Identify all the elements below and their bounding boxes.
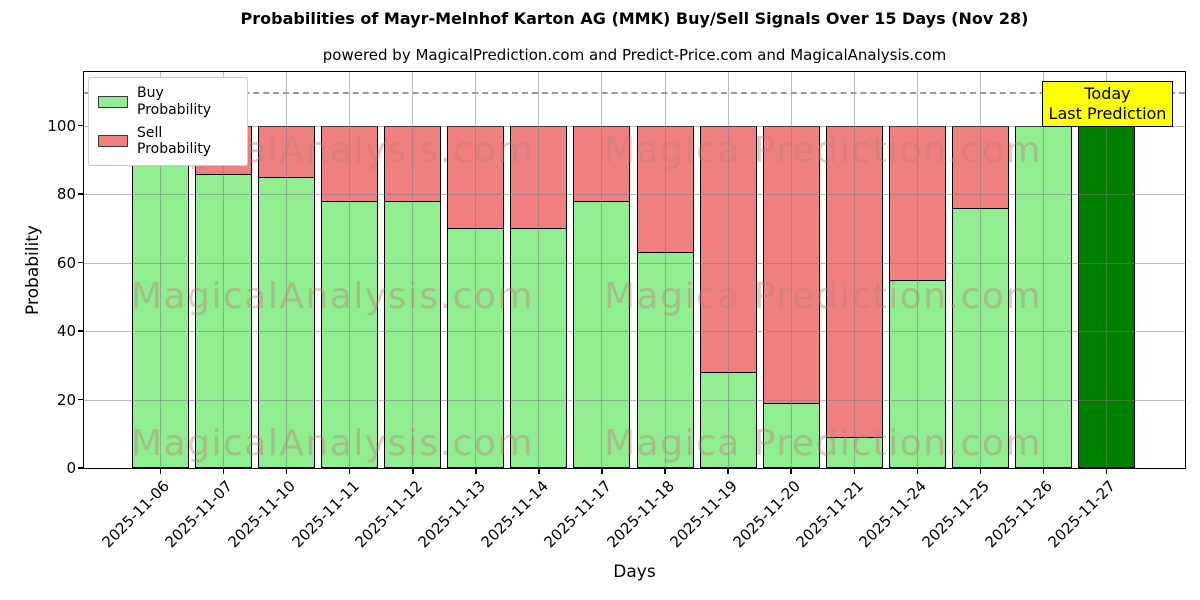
y-tick-label: 100 — [47, 116, 76, 135]
x-tick-label: 2025-11-26 — [981, 477, 1057, 552]
gridline-vertical — [538, 72, 540, 468]
dashed-threshold-line — [84, 91, 1185, 94]
gridline-vertical — [475, 72, 477, 468]
legend-item-buy: Buy Probability — [98, 85, 238, 119]
gridline-vertical — [286, 72, 288, 468]
x-tick-label: 2025-11-19 — [666, 477, 741, 552]
gridline-horizontal — [84, 331, 1185, 333]
x-tick-label: 2025-11-27 — [1044, 477, 1120, 552]
y-tick-mark — [78, 124, 83, 127]
x-tick-label: 2025-11-24 — [855, 477, 931, 552]
y-tick-mark — [78, 330, 83, 332]
gridline-horizontal — [84, 262, 1185, 264]
y-tick-mark — [78, 398, 83, 401]
y-tick-label: 80 — [56, 185, 76, 204]
x-tick-label: 2025-11-10 — [224, 477, 300, 552]
buy-swatch-icon — [98, 95, 128, 108]
x-tick-mark — [222, 469, 225, 474]
x-tick-mark — [853, 469, 856, 474]
legend-label: Buy Probability — [137, 85, 212, 118]
x-axis-label: Days — [613, 562, 656, 582]
gridline-vertical — [979, 72, 981, 468]
x-tick-label: 2025-11-13 — [414, 477, 489, 552]
x-tick-mark — [1105, 469, 1108, 474]
x-tick-mark — [664, 469, 666, 474]
gridline-vertical — [853, 72, 855, 468]
gridline-vertical — [223, 72, 225, 468]
gridline-vertical — [601, 72, 603, 468]
gridline-horizontal — [84, 399, 1185, 401]
x-tick-mark — [790, 469, 792, 474]
annotation-line2: Last Prediction — [1048, 104, 1167, 124]
x-tick-mark — [475, 469, 477, 474]
legend-item-sell: Sell Probability — [98, 125, 238, 159]
x-tick-mark — [727, 469, 729, 474]
sell-swatch-icon — [98, 135, 128, 148]
gridline-vertical — [1042, 72, 1044, 468]
x-tick-mark — [412, 469, 414, 474]
legend: Buy Probability Sell Probability — [88, 77, 248, 167]
x-tick-label: 2025-11-11 — [288, 477, 363, 552]
annotation-line1: Today — [1084, 84, 1131, 103]
x-tick-mark — [538, 469, 540, 474]
x-tick-label: 2025-11-14 — [477, 477, 552, 552]
legend-label: Sell Probability — [137, 124, 212, 158]
today-annotation: Today Last Prediction — [1042, 81, 1173, 128]
y-tick-label: 40 — [56, 322, 76, 341]
y-tick-label: 20 — [56, 390, 76, 409]
x-tick-label: 2025-11-17 — [540, 477, 615, 552]
x-tick-mark — [159, 469, 162, 474]
x-tick-label: 2025-11-18 — [603, 477, 678, 552]
gridline-vertical — [412, 72, 414, 468]
gridline-horizontal — [84, 194, 1185, 196]
y-tick-mark — [78, 193, 83, 195]
x-tick-mark — [285, 469, 288, 474]
x-tick-label: 2025-11-06 — [98, 477, 174, 552]
gridline-vertical — [727, 72, 729, 468]
x-tick-label: 2025-11-20 — [729, 477, 804, 552]
y-tick-label: 0 — [66, 459, 76, 477]
y-tick-mark — [78, 467, 83, 469]
y-tick-label: 60 — [56, 253, 76, 272]
chart-title: Probabilities of Mayr-Melnhof Karton AG … — [240, 9, 1029, 28]
gridline-vertical — [1106, 72, 1108, 468]
x-tick-mark — [979, 469, 982, 474]
x-tick-label: 2025-11-21 — [792, 477, 867, 552]
gridline-vertical — [916, 72, 918, 468]
x-tick-label: 2025-11-25 — [918, 477, 994, 552]
chart-subtitle: powered by MagicalPrediction.com and Pre… — [322, 46, 947, 64]
x-tick-mark — [916, 469, 919, 474]
x-tick-mark — [601, 469, 603, 474]
gridline-horizontal — [84, 125, 1185, 127]
gridline-vertical — [664, 72, 666, 468]
gridline-vertical — [349, 72, 351, 468]
gridline-vertical — [160, 72, 161, 468]
gridline-vertical — [790, 72, 792, 468]
plot-area: Buy Probability Sell Probability Today La… — [83, 71, 1186, 469]
x-tick-mark — [1042, 469, 1045, 474]
x-tick-mark — [348, 469, 351, 474]
y-tick-mark — [78, 261, 83, 264]
